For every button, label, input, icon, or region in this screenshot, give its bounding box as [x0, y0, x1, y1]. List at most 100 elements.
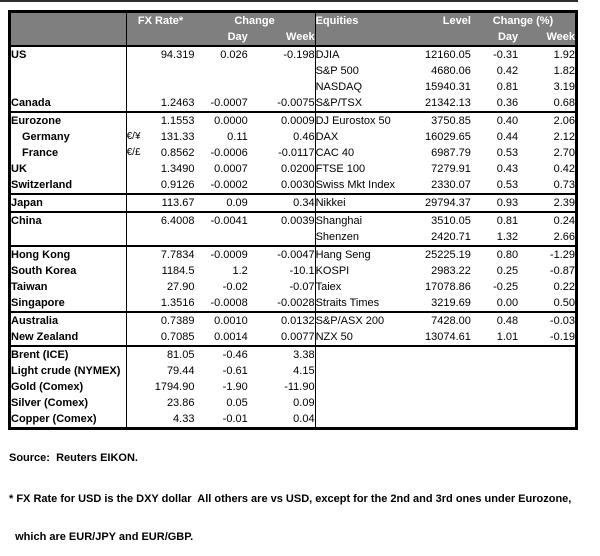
table-header: FX Rate* Change Equities Level Change (%…	[9, 11, 577, 47]
fx-day-change: -0.46	[194, 345, 248, 363]
table-row: Switzerland 0.9126 -0.0002 0.0030 Swiss Mkt …	[9, 177, 577, 194]
table-row: Japan 113.67 0.09 0.34 Nikkei 29794.37 0.93 2.3…	[9, 193, 577, 212]
fx-day-change: 0.0014	[214, 331, 248, 343]
equity-level: 2983.22	[431, 265, 471, 277]
row-label: Eurozone	[9, 111, 127, 129]
equity-day-change: 1.32	[496, 231, 519, 243]
fx-week-change: -0.198	[247, 46, 316, 63]
fx-day-change	[194, 229, 247, 246]
fx-day-change: -0.01	[222, 413, 248, 425]
row-label: UK	[9, 161, 127, 177]
fx-day-change: 0.05	[226, 397, 248, 409]
currency-pair	[126, 95, 147, 112]
equity-level	[415, 395, 471, 411]
equity-week-change: 2.12	[553, 131, 575, 143]
fx-day-change: 0.0010	[194, 311, 248, 329]
fx-day-change	[194, 63, 247, 79]
currency-pair	[126, 111, 148, 129]
row-label	[9, 63, 127, 79]
row-label: New Zealand	[9, 329, 127, 346]
fx-day-change: -0.61	[222, 365, 248, 377]
equity-name: DAX	[315, 131, 339, 143]
fx-day-change: -0.0009	[194, 245, 248, 263]
fx-day-change: 0.0007	[214, 163, 248, 175]
header-level: Level	[414, 11, 471, 29]
header-blank-fx	[126, 29, 195, 47]
fx-week-change: 3.38	[247, 345, 316, 363]
header-equity-change-pct: Change (%)	[470, 11, 577, 29]
table-row: Hong Kong 7.7834 -0.0009 -0.0047 Hang Seng 25…	[9, 245, 577, 263]
equity-name: Taiex	[315, 281, 342, 293]
equity-level: 21342.13	[425, 97, 471, 109]
row-label: China	[9, 211, 127, 229]
table-row: Germany €/¥ 131.33 0.11 0.46 DAX 16029.65 0.44 2…	[9, 129, 577, 145]
header-equity-day: Day	[470, 29, 519, 47]
header-fx-week: Week	[247, 29, 316, 47]
currency-pair	[126, 363, 147, 379]
equity-level: 3219.69	[431, 297, 471, 309]
equity-name: S&P/ASX 200	[315, 311, 415, 329]
fx-rate-value: 27.90	[166, 281, 195, 293]
fx-week-change: 0.0039	[247, 211, 316, 229]
equity-name: NASDAQ	[315, 81, 363, 93]
equity-day-change: 0.81	[496, 81, 519, 93]
table-row: Shenzen 2420.71 1.32 2.66	[9, 229, 577, 246]
fx-rate-value: 1184.5	[161, 265, 195, 277]
equity-name	[315, 363, 415, 379]
currency-pair	[126, 193, 148, 212]
currency-pair	[126, 63, 147, 79]
table-row: Taiwan 27.90 -0.02 -0.07 Taiex 17078.86 -0.25 0…	[9, 279, 577, 295]
equity-day-change: 0.44	[496, 131, 519, 143]
equity-level: 15940.31	[425, 81, 471, 93]
fx-week-change: 0.09	[247, 395, 316, 411]
equity-level: 29794.37	[414, 193, 471, 212]
table-row: NASDAQ 15940.31 0.81 3.19	[9, 79, 577, 95]
footnote-line-2: which are EUR/JPY and EUR/GBP.	[9, 531, 194, 543]
equity-name: Swiss Mkt Index	[315, 179, 396, 191]
equity-name: Hang Seng	[315, 245, 415, 263]
equity-day-change: 0.80	[470, 245, 519, 263]
equity-week-change: 1.82	[553, 65, 575, 77]
fx-day-change: 0.11	[227, 131, 248, 143]
fx-rate-value: 131.33	[160, 131, 195, 143]
row-label: Singapore	[9, 295, 127, 312]
equity-level: 25225.19	[414, 245, 471, 263]
table-row: UK 1.3490 0.0007 0.0200 FTSE 100 7279.91 0.43 0…	[9, 161, 577, 177]
table-row: Australia 0.7389 0.0010 0.0132 S&P/ASX 200 74…	[9, 311, 577, 329]
fx-rate-value: 0.7389	[147, 311, 195, 329]
equity-week-change: 2.39	[518, 193, 577, 212]
equity-name	[315, 395, 415, 411]
fx-week-change: -0.0047	[247, 245, 316, 263]
header-fx-rate: FX Rate*	[126, 11, 195, 29]
row-label	[9, 229, 127, 246]
equity-week-change: 0.73	[553, 179, 575, 191]
equity-day-change: 0.53	[496, 147, 519, 159]
fx-day-change: -0.0007	[210, 97, 248, 109]
equity-level: 17078.86	[425, 281, 471, 293]
equity-level	[415, 411, 471, 429]
fx-week-change: -0.07	[247, 279, 316, 295]
equity-name	[315, 379, 415, 395]
equity-week-change: 3.19	[553, 81, 575, 93]
fx-rate-value: 7.7834	[147, 245, 195, 263]
fx-week-change: -0.0028	[247, 295, 316, 312]
equity-name: KOSPI	[315, 265, 350, 277]
header-blank-label	[9, 11, 127, 29]
equity-name	[315, 345, 415, 363]
currency-pair	[126, 46, 147, 63]
equity-day-change: 0.40	[470, 111, 519, 129]
row-label: Taiwan	[9, 279, 127, 295]
equity-level	[415, 379, 471, 395]
equity-day-change: 0.48	[470, 311, 519, 329]
equity-level: 7279.91	[431, 163, 471, 175]
header-blank-level	[414, 29, 471, 47]
fx-rate-value: 1.1553	[147, 111, 195, 129]
equity-level: 7428.00	[414, 311, 471, 329]
equity-week-change: 0.68	[553, 97, 575, 109]
currency-pair	[126, 379, 147, 395]
fx-rate-value: 1794.90	[154, 381, 195, 393]
equity-level: 2330.07	[431, 179, 471, 191]
row-label: Hong Kong	[9, 245, 127, 263]
equity-level: 16029.65	[425, 131, 471, 143]
currency-pair	[126, 295, 147, 312]
